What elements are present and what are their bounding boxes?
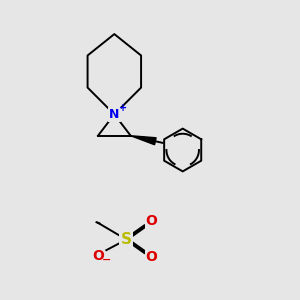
- Text: −: −: [102, 254, 111, 264]
- Text: O: O: [146, 214, 158, 228]
- Text: N: N: [109, 108, 119, 121]
- Text: +: +: [118, 103, 127, 113]
- Polygon shape: [131, 136, 156, 145]
- Text: S: S: [121, 232, 132, 247]
- Text: O: O: [92, 248, 104, 262]
- Text: O: O: [146, 250, 158, 264]
